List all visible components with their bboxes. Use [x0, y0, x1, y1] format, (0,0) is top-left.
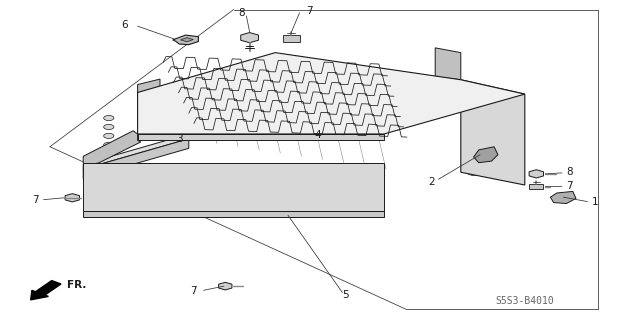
Polygon shape — [83, 104, 298, 169]
Polygon shape — [241, 33, 259, 43]
Text: 6: 6 — [122, 20, 128, 30]
Circle shape — [104, 142, 114, 147]
Polygon shape — [435, 48, 461, 80]
Polygon shape — [461, 80, 525, 185]
FancyArrow shape — [31, 281, 61, 300]
Circle shape — [467, 169, 480, 175]
Polygon shape — [173, 35, 198, 45]
Polygon shape — [550, 191, 576, 204]
Polygon shape — [180, 38, 193, 42]
Circle shape — [496, 112, 509, 118]
Polygon shape — [83, 131, 141, 166]
Polygon shape — [138, 134, 384, 140]
Circle shape — [104, 160, 114, 165]
Circle shape — [496, 150, 509, 156]
Circle shape — [467, 131, 480, 137]
Polygon shape — [326, 80, 349, 91]
Polygon shape — [138, 53, 525, 134]
Text: 7: 7 — [32, 195, 38, 205]
Polygon shape — [219, 282, 232, 290]
Polygon shape — [138, 79, 160, 97]
Text: 5: 5 — [342, 290, 349, 300]
Polygon shape — [65, 194, 79, 202]
Circle shape — [467, 112, 480, 118]
Circle shape — [496, 169, 509, 175]
Polygon shape — [83, 139, 189, 179]
Text: 1: 1 — [592, 197, 598, 207]
Text: 7: 7 — [306, 6, 312, 17]
Bar — [529, 184, 543, 189]
Polygon shape — [83, 211, 384, 217]
Text: 3: 3 — [176, 134, 182, 144]
Circle shape — [104, 133, 114, 138]
Polygon shape — [83, 163, 384, 211]
Circle shape — [104, 124, 114, 130]
Text: 7: 7 — [191, 286, 197, 296]
Circle shape — [244, 35, 255, 40]
Circle shape — [532, 172, 540, 176]
Circle shape — [467, 93, 480, 99]
Circle shape — [496, 131, 509, 137]
Circle shape — [221, 284, 229, 288]
Circle shape — [68, 196, 77, 200]
Circle shape — [496, 93, 509, 99]
Circle shape — [479, 152, 491, 158]
Circle shape — [104, 115, 114, 121]
Text: 4: 4 — [315, 130, 321, 140]
Text: 8: 8 — [239, 8, 245, 19]
Text: 2: 2 — [429, 177, 435, 187]
Text: 7: 7 — [566, 181, 573, 191]
Polygon shape — [529, 170, 543, 178]
Text: S5S3-B4010: S5S3-B4010 — [495, 296, 554, 307]
Circle shape — [104, 151, 114, 156]
Text: FR.: FR. — [67, 279, 86, 290]
Polygon shape — [474, 147, 498, 163]
Bar — [283, 35, 300, 41]
Text: 8: 8 — [566, 167, 573, 177]
Circle shape — [467, 150, 480, 156]
